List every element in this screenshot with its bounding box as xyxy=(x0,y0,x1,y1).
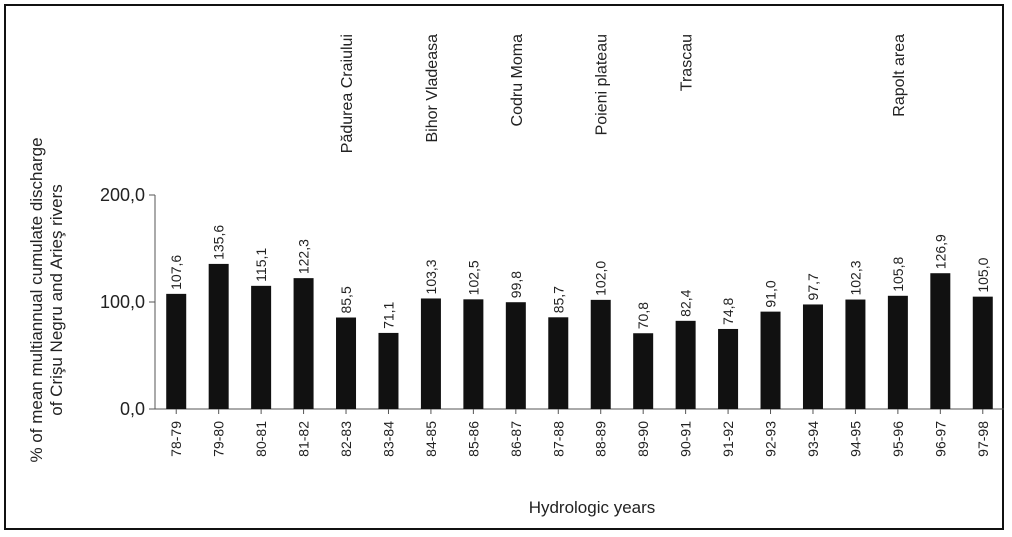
x-tick-label: 90-91 xyxy=(678,421,694,457)
chart-frame xyxy=(4,4,1004,530)
bar-value-label: 70,8 xyxy=(635,302,651,329)
bar xyxy=(166,293,187,409)
x-tick-label: 78-79 xyxy=(168,421,184,457)
bar xyxy=(972,296,993,409)
x-tick-label: 83-84 xyxy=(380,421,396,457)
bar-value-label: 74,8 xyxy=(720,298,736,325)
region-annotation: Codru Moma xyxy=(509,34,526,127)
bar xyxy=(845,299,866,409)
x-tick-label: 97-98 xyxy=(975,421,991,457)
bar xyxy=(633,333,654,409)
x-tick-label: 81-82 xyxy=(296,421,312,457)
bar-value-label: 85,7 xyxy=(550,286,566,313)
bar xyxy=(336,317,357,409)
bar-value-label: 103,3 xyxy=(423,259,439,294)
bar xyxy=(293,278,314,409)
region-annotation: Poieni plateau xyxy=(594,34,611,135)
y-axis-label: % of mean multiannual cumulate discharge… xyxy=(27,137,66,462)
x-tick-label: 79-80 xyxy=(211,421,227,457)
x-tick-label: 96-97 xyxy=(932,421,948,457)
bar xyxy=(208,263,229,409)
bar-value-label: 71,1 xyxy=(380,301,396,328)
bar xyxy=(505,302,526,409)
bar-value-label: 135,6 xyxy=(211,225,227,260)
region-annotation: Trascau xyxy=(679,34,696,91)
bar-value-label: 102,5 xyxy=(465,260,481,295)
region-annotation: Bihor Vladeasa xyxy=(424,34,441,143)
bar-value-label: 82,4 xyxy=(678,289,694,316)
x-tick-label: 88-89 xyxy=(593,421,609,457)
region-annotation: Rapolt area xyxy=(891,34,908,117)
bar xyxy=(463,299,484,409)
x-tick-label: 89-90 xyxy=(635,421,651,457)
x-tick-label: 94-95 xyxy=(847,421,863,457)
bar xyxy=(590,299,611,409)
y-tick-label: 100,0 xyxy=(100,292,145,312)
bar-value-label: 105,8 xyxy=(890,257,906,292)
bar xyxy=(420,298,441,409)
y-axis-label-line-1: % of mean multiannual cumulate discharge xyxy=(27,137,46,462)
y-axis-label-line-2: of Crişu Negru and Arieş rivers xyxy=(47,184,66,415)
bar xyxy=(548,317,569,409)
x-tick-label: 85-86 xyxy=(465,421,481,457)
x-tick-label: 92-93 xyxy=(763,421,779,457)
bar xyxy=(930,273,951,409)
y-tick-label: 200,0 xyxy=(100,185,145,205)
x-tick-label: 91-92 xyxy=(720,421,736,457)
bar xyxy=(887,295,908,409)
bar xyxy=(718,328,739,409)
x-tick-label: 82-83 xyxy=(338,421,354,457)
bar-value-label: 102,3 xyxy=(847,260,863,295)
bar-value-label: 91,0 xyxy=(763,280,779,307)
bar-value-label: 115,1 xyxy=(253,248,269,282)
bar-value-label: 122,3 xyxy=(296,239,312,274)
x-tick-label: 84-85 xyxy=(423,421,439,457)
x-tick-label: 87-88 xyxy=(550,421,566,457)
x-tick-label: 95-96 xyxy=(890,421,906,457)
bar-value-label: 97,7 xyxy=(805,273,821,300)
bar xyxy=(251,285,272,409)
bar-value-label: 99,8 xyxy=(508,271,524,298)
bar-value-label: 85,5 xyxy=(338,286,354,313)
bar xyxy=(378,332,399,409)
bar-value-label: 102,0 xyxy=(593,261,609,296)
bar xyxy=(675,320,696,409)
bar-value-label: 105,0 xyxy=(975,257,991,292)
bar-value-label: 126,9 xyxy=(932,234,948,269)
region-annotation: Pădurea Craiului xyxy=(339,34,356,153)
x-tick-label: 80-81 xyxy=(253,421,269,457)
bar xyxy=(802,304,823,409)
bar-value-label: 107,6 xyxy=(168,255,184,290)
x-tick-label: 93-94 xyxy=(805,421,821,457)
x-axis-label: Hydrologic years xyxy=(529,498,656,517)
x-tick-label: 86-87 xyxy=(508,421,524,457)
bar xyxy=(760,311,781,409)
y-tick-label: 0,0 xyxy=(120,399,145,419)
